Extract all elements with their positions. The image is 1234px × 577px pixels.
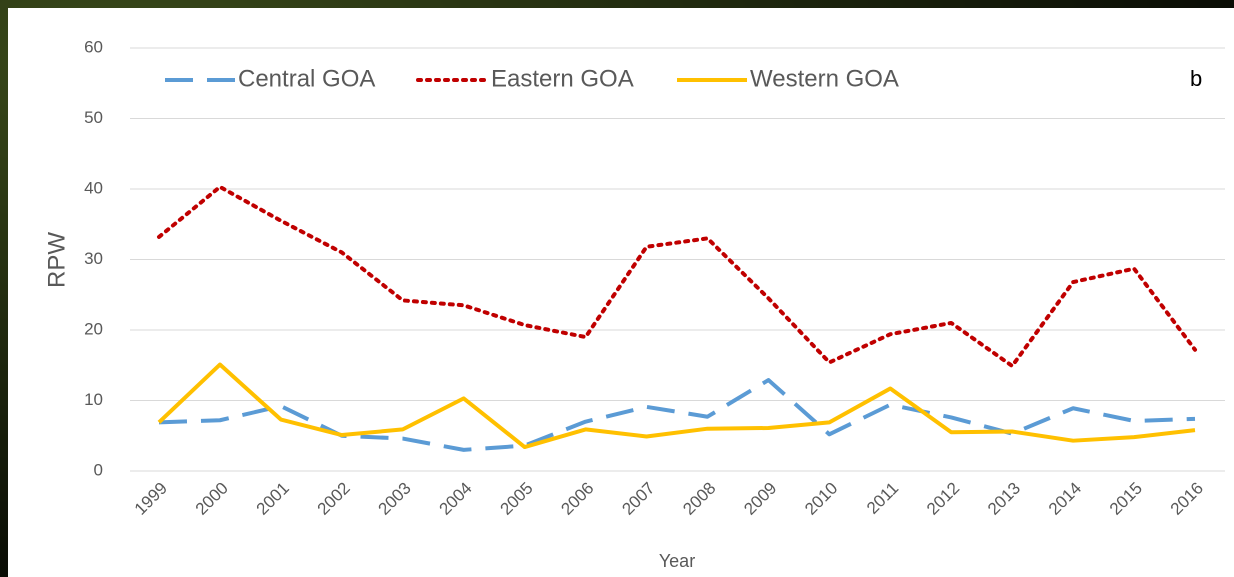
legend-label: Eastern GOA — [491, 65, 634, 92]
x-axis-label: Year — [659, 551, 695, 571]
y-tick-label: 50 — [84, 108, 103, 127]
series-line — [157, 184, 1197, 368]
chart-area — [8, 8, 1234, 577]
y-tick-label: 40 — [84, 178, 103, 197]
y-tick-label: 0 — [94, 460, 103, 479]
legend-label: Western GOA — [750, 65, 899, 92]
y-tick-label: 10 — [84, 390, 103, 409]
y-axis-label: RPW — [43, 232, 70, 288]
series-line — [157, 362, 1196, 450]
y-tick-label: 60 — [84, 37, 103, 56]
annotation: b — [1190, 66, 1202, 91]
y-tick-label: 30 — [84, 249, 103, 268]
y-tick-label: 20 — [84, 319, 103, 338]
legend-label: Central GOA — [238, 65, 375, 92]
